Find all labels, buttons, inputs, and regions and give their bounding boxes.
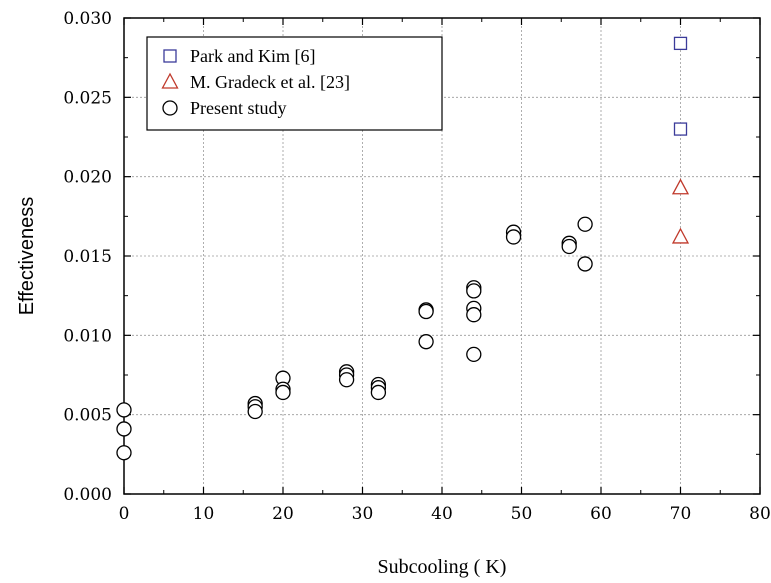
data-point-circle <box>116 445 132 461</box>
x-tick-label: 60 <box>590 504 612 524</box>
data-point-square <box>673 122 688 136</box>
data-point-circle <box>466 283 482 299</box>
x-tick-labels: 0 10 20 30 40 50 60 70 80 <box>119 504 771 524</box>
data-point-circle <box>370 384 387 401</box>
x-tick-label: 20 <box>272 504 294 524</box>
x-tick-label: 40 <box>431 504 453 524</box>
data-point-circle <box>577 256 593 272</box>
legend-label: Park and Kim [6] <box>190 46 315 66</box>
legend-label: Present study <box>190 98 287 118</box>
data-point-circle <box>561 238 577 255</box>
legend: Park and Kim [6] M. Gradeck et al. [23] Pr… <box>146 36 443 131</box>
data-point-square <box>673 36 688 51</box>
data-point-triangle <box>671 178 690 195</box>
data-point-triangle <box>671 227 690 244</box>
x-tick-label: 50 <box>511 504 533 524</box>
data-point-circle <box>338 372 355 388</box>
y-tick-labels: 0.000 0.005 0.010 0.015 0.020 0.025 0.030 <box>63 9 112 505</box>
y-tick-label: 0.025 <box>63 88 112 108</box>
data-point-circle <box>505 229 522 245</box>
data-point-circle <box>418 334 434 350</box>
x-tick-label: 0 <box>119 504 130 524</box>
legend-box <box>146 36 443 131</box>
data-point-circle <box>577 216 593 232</box>
data-point-circle <box>466 346 482 363</box>
y-tick-label: 0.020 <box>63 168 112 188</box>
x-axis-label: Subcooling ( K) <box>378 556 507 578</box>
y-tick-label: 0.015 <box>63 247 112 267</box>
data-point-circle <box>466 307 482 323</box>
data-point-circle <box>418 303 434 320</box>
data-point-circle <box>247 403 263 420</box>
legend-marker-circle <box>162 100 178 116</box>
legend-marker-triangle <box>161 72 179 89</box>
y-tick-label: 0.030 <box>63 9 112 29</box>
legend-marker-square <box>163 49 177 63</box>
y-axis-label: Effectiveness <box>16 197 38 316</box>
x-tick-label: 80 <box>749 504 771 524</box>
y-tick-label: 0.005 <box>63 406 112 426</box>
legend-label: M. Gradeck et al. [23] <box>190 72 350 92</box>
data-point-circle <box>275 384 291 401</box>
x-tick-label: 70 <box>670 504 692 524</box>
data-point-circle <box>116 402 132 418</box>
data-points <box>116 36 690 461</box>
x-tick-label: 30 <box>352 504 374 524</box>
x-tick-label: 10 <box>193 504 215 524</box>
y-tick-label: 0.010 <box>63 326 112 346</box>
data-point-circle <box>116 421 132 437</box>
y-tick-label: 0.000 <box>63 485 112 505</box>
axis-ticks <box>123 17 761 495</box>
